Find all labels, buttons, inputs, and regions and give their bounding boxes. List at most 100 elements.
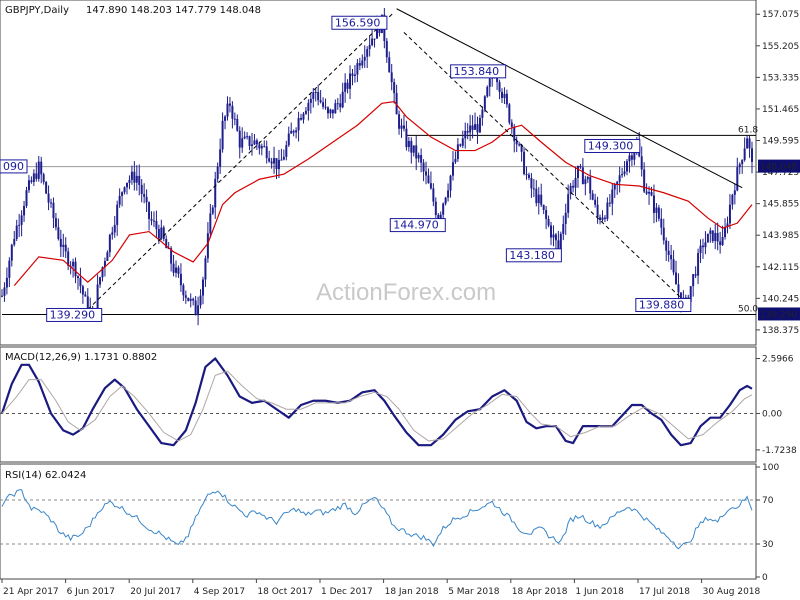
candle-body: [23, 205, 26, 216]
candle-body: [182, 285, 185, 296]
price-y-tick-label: 142.115: [762, 263, 799, 273]
price-callout-box: [450, 64, 507, 79]
candle-body: [140, 184, 143, 195]
candle-body: [728, 204, 731, 224]
candle-body: [464, 130, 467, 139]
candle-body: [121, 192, 124, 196]
price-callout-box: [584, 138, 641, 153]
candle-body: [209, 213, 212, 234]
candle-body: [25, 190, 28, 206]
candle-body: [270, 161, 273, 164]
candle-body: [385, 41, 388, 58]
candle-body: [226, 103, 229, 117]
candle-body: [194, 300, 197, 316]
candle-body: [113, 224, 116, 233]
candle-body: [488, 78, 491, 87]
candle-body: [667, 250, 670, 255]
candle-body: [37, 161, 40, 179]
candle-body: [410, 140, 413, 153]
candle-body: [407, 140, 410, 148]
candle-body: [532, 188, 535, 190]
candle-body: [224, 116, 227, 121]
candle-body: [111, 232, 114, 235]
candle-body: [626, 161, 628, 172]
candle-body: [324, 106, 327, 108]
candle-body: [275, 158, 278, 170]
candle-body: [280, 159, 283, 161]
rsi-y-tick-label: 30: [762, 540, 774, 550]
candle-body: [145, 196, 148, 203]
x-tick-label: 6 Jun 2017: [67, 587, 115, 597]
candle-body: [344, 82, 347, 92]
candle-body: [103, 261, 106, 268]
candle-body: [559, 233, 562, 249]
candle-body: [211, 207, 214, 214]
candle-body: [388, 57, 391, 73]
candle-body: [508, 104, 511, 123]
candle-body: [27, 180, 30, 191]
x-tick-label: 21 Apr 2017: [3, 587, 59, 597]
candle-body: [665, 240, 668, 251]
candle-body: [368, 45, 371, 50]
candle-body: [461, 138, 464, 146]
candle-body: [398, 114, 401, 129]
candle-body: [395, 93, 398, 115]
candle-body: [542, 204, 545, 210]
candle-body: [260, 146, 263, 149]
candle-body: [366, 49, 369, 57]
x-tick-label: 4 Sep 2017: [194, 587, 245, 597]
candle-body: [655, 207, 658, 213]
candle-body: [152, 220, 155, 222]
candle-body: [116, 204, 119, 225]
price-y-tick-label: 153.335: [762, 73, 799, 83]
candle-body: [402, 125, 405, 129]
candle-body: [184, 295, 187, 298]
x-tick-label: 1 Dec 2017: [321, 587, 373, 597]
candle-body: [214, 178, 217, 208]
candle-body: [746, 138, 749, 149]
candle-body: [645, 191, 648, 194]
candle-body: [459, 144, 462, 146]
price-y-tick-label: 138.375: [762, 326, 799, 336]
candle-body: [13, 238, 16, 245]
candle-body: [135, 175, 138, 183]
candle-body: [709, 230, 712, 234]
candle-body: [501, 91, 503, 98]
candle-body: [527, 174, 530, 178]
candle-body: [701, 245, 704, 248]
candle-body: [743, 148, 746, 160]
candle-body: [650, 191, 653, 196]
x-tick-label: 5 Mar 2018: [448, 587, 500, 597]
candle-body: [726, 223, 729, 228]
candle-body: [339, 103, 342, 108]
candle-body: [349, 73, 352, 89]
chart-symbol: GBPJPY,Daily: [5, 5, 69, 16]
candle-body: [157, 229, 160, 239]
candle-body: [238, 130, 241, 148]
candle-body: [422, 162, 425, 172]
candle-body: [689, 286, 692, 302]
candle-body: [535, 188, 538, 204]
candle-body: [523, 151, 526, 174]
candle-body: [309, 98, 312, 103]
candle-body: [623, 171, 626, 174]
moving-average-line: [13, 100, 753, 286]
candle-body: [231, 105, 234, 119]
candle-body: [307, 102, 310, 111]
candle-body: [657, 207, 660, 219]
candle-body: [481, 109, 484, 118]
price-callout-box: [389, 218, 446, 233]
candle-body: [255, 140, 258, 145]
candle-body: [496, 74, 499, 83]
candle-body: [694, 274, 697, 276]
price-callout-box: [635, 298, 692, 313]
candle-body: [466, 130, 469, 133]
candle-body: [179, 273, 182, 286]
candle-body: [581, 167, 584, 185]
macd-y-tick-label: 2.5966: [762, 355, 794, 365]
candle-body: [498, 82, 501, 92]
candle-body: [525, 173, 528, 175]
candle-body: [699, 245, 702, 254]
candle-body: [47, 193, 50, 203]
